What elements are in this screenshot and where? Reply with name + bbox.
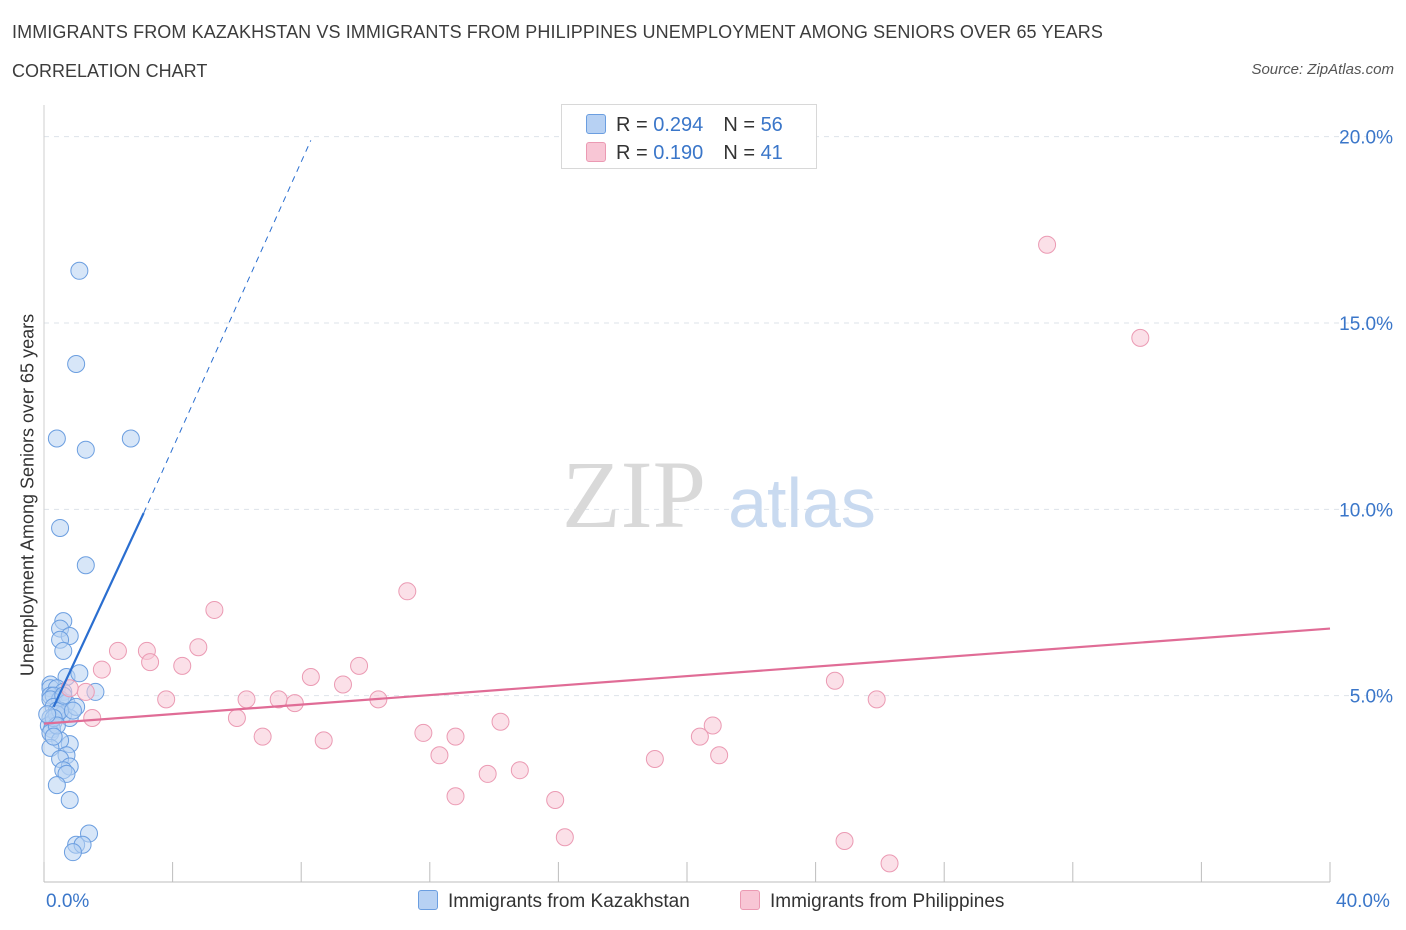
y-tick-label-5: 5.0%: [1350, 687, 1393, 708]
legend-n-value-kaz: 56: [760, 114, 783, 136]
bottom-legend-swatch-kazakhstan: [418, 890, 438, 910]
trendline-philippines: [43, 627, 1331, 725]
kazakhstan-point: [38, 705, 57, 724]
philippines-point: [703, 716, 722, 735]
philippines-point: [414, 723, 433, 742]
philippines-point: [157, 690, 176, 709]
kazakhstan-point: [63, 701, 82, 720]
bottom-legend-kazakhstan: Immigrants from Kazakhstan: [418, 890, 690, 913]
kazakhstan-point: [63, 843, 82, 862]
philippines-point: [1131, 328, 1150, 347]
kazakhstan-point: [70, 261, 89, 280]
philippines-point: [555, 828, 574, 847]
philippines-point: [825, 671, 844, 690]
philippines-point: [491, 712, 510, 731]
philippines-point: [314, 731, 333, 750]
y-axis-label: Unemployment Among Seniors over 65 years: [17, 313, 38, 677]
philippines-point: [205, 600, 224, 619]
x-tick-min: 0.0%: [46, 891, 90, 912]
kazakhstan-point: [60, 791, 79, 810]
philippines-point: [690, 727, 709, 746]
philippines-point: [173, 656, 192, 675]
bottom-legend-label-kazakhstan: Immigrants from Kazakhstan: [448, 891, 690, 912]
kazakhstan-point: [121, 429, 140, 448]
bottom-legend-philippines: Immigrants from Philippines: [740, 890, 1004, 913]
kazakhstan-point: [76, 556, 95, 575]
grid-lines: [44, 136, 1393, 697]
philippines-point: [1038, 235, 1057, 254]
philippines-point: [546, 791, 565, 810]
kazakhstan-point: [70, 664, 89, 683]
legend-r-label-phi: R =: [616, 142, 654, 164]
watermark: ZIP atlas: [562, 441, 876, 548]
philippines-point: [645, 750, 664, 769]
legend-row-philippines: R = 0.190 N = 41: [586, 142, 783, 164]
philippines-point: [285, 694, 304, 713]
philippines-point: [867, 690, 886, 709]
legend-r-value-kaz: 0.294: [653, 114, 704, 136]
bottom-legend-label-philippines: Immigrants from Philippines: [770, 891, 1005, 912]
philippines-point: [478, 764, 497, 783]
y-tick-label-15: 15.0%: [1339, 314, 1393, 335]
philippines-point: [333, 675, 352, 694]
philippines-point: [83, 709, 102, 728]
legend-swatch-philippines: [586, 142, 606, 162]
chart-title: IMMIGRANTS FROM KAZAKHSTAN VS IMMIGRANTS…: [12, 22, 1103, 42]
watermark-zip: ZIP: [562, 441, 706, 548]
philippines-point: [510, 761, 529, 780]
philippines-point: [60, 679, 79, 698]
philippines-point: [92, 660, 111, 679]
legend-swatch-kazakhstan: [586, 114, 606, 134]
y-tick-label-10: 10.0%: [1339, 500, 1393, 521]
philippines-point: [446, 787, 465, 806]
bottom-legend-swatch-philippines: [740, 890, 760, 910]
philippines-point: [253, 727, 272, 746]
stats-legend: R = 0.294 N = 56 R = 0.190 N = 41: [561, 104, 817, 169]
philippines-point: [237, 690, 256, 709]
legend-r-value-phi: 0.190: [653, 142, 704, 164]
philippines-point: [835, 832, 854, 851]
philippines-point: [350, 656, 369, 675]
y-tick-label-20: 20.0%: [1339, 128, 1393, 149]
trendline-kazakhstan: [52, 512, 145, 708]
y-tick-labels: 5.0% 10.0% 15.0% 20.0%: [1339, 128, 1393, 708]
watermark-atlas: atlas: [728, 464, 876, 542]
philippines-point: [880, 854, 899, 873]
philippines-point: [227, 709, 246, 728]
legend-n-value-phi: 41: [760, 142, 783, 164]
philippines-point: [710, 746, 729, 765]
x-tick-max: 40.0%: [1336, 891, 1390, 912]
series-philippines-points: [60, 235, 1150, 873]
philippines-point: [398, 582, 417, 601]
legend-r-label-kaz: R =: [616, 114, 654, 136]
philippines-point: [76, 682, 95, 701]
kazakhstan-point: [47, 776, 66, 795]
philippines-point: [301, 668, 320, 687]
legend-row-kazakhstan: R = 0.294 N = 56: [586, 114, 783, 136]
philippines-point: [189, 638, 208, 657]
chart-subtitle: CORRELATION CHART: [12, 61, 208, 81]
legend-n-label-kaz: N =: [723, 114, 761, 136]
legend-n-label-phi: N =: [723, 142, 761, 164]
kazakhstan-point: [67, 354, 86, 373]
kazakhstan-point: [51, 518, 70, 537]
source-label: Source: ZipAtlas.com: [1251, 61, 1394, 78]
series-kazakhstan-points: [38, 261, 140, 862]
kazakhstan-point: [44, 727, 63, 746]
trendline-kazakhstan-extension: [143, 140, 312, 514]
kazakhstan-point: [76, 440, 95, 459]
trendlines: [43, 140, 1331, 725]
philippines-point: [446, 727, 465, 746]
kazakhstan-point: [54, 641, 73, 660]
philippines-point: [141, 653, 160, 672]
kazakhstan-point: [47, 429, 66, 448]
philippines-point: [430, 746, 449, 765]
philippines-point: [108, 641, 127, 660]
